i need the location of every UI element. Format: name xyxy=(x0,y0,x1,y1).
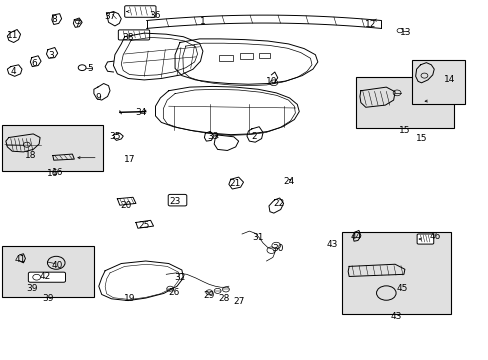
Text: 25: 25 xyxy=(138,220,150,230)
Text: 20: 20 xyxy=(120,201,132,210)
Bar xyxy=(259,53,269,58)
Text: 37: 37 xyxy=(104,12,116,21)
Text: 1: 1 xyxy=(200,17,205,26)
Text: 9: 9 xyxy=(95,93,101,102)
Text: 36: 36 xyxy=(149,10,161,19)
Text: 46: 46 xyxy=(428,233,440,241)
Text: 39: 39 xyxy=(42,294,54,303)
Text: 4: 4 xyxy=(11,68,17,77)
Text: 35: 35 xyxy=(109,132,121,140)
Bar xyxy=(2,246,94,297)
Bar xyxy=(2,125,102,171)
Text: 10: 10 xyxy=(265,77,277,85)
Text: 44: 44 xyxy=(349,233,361,241)
Text: 13: 13 xyxy=(399,28,411,37)
Text: 43: 43 xyxy=(326,240,338,248)
Text: 14: 14 xyxy=(443,75,455,84)
Text: 34: 34 xyxy=(135,108,146,117)
Text: 24: 24 xyxy=(282,177,294,186)
FancyBboxPatch shape xyxy=(168,194,186,206)
Text: 30: 30 xyxy=(271,244,283,253)
FancyBboxPatch shape xyxy=(416,234,433,244)
Text: 3: 3 xyxy=(48,51,54,60)
Text: 45: 45 xyxy=(395,284,407,293)
Bar xyxy=(355,77,453,128)
Text: 8: 8 xyxy=(51,15,57,24)
Text: 16: 16 xyxy=(52,167,63,176)
Text: 40: 40 xyxy=(52,261,63,270)
Text: 33: 33 xyxy=(206,132,218,141)
Text: 15: 15 xyxy=(415,134,427,143)
Text: 18: 18 xyxy=(24,151,36,160)
Text: 31: 31 xyxy=(252,233,264,242)
Text: 43: 43 xyxy=(389,311,401,320)
Text: 11: 11 xyxy=(6,31,18,40)
Text: 41: 41 xyxy=(15,256,26,264)
Text: 19: 19 xyxy=(123,294,135,303)
FancyBboxPatch shape xyxy=(28,272,65,282)
Text: 26: 26 xyxy=(167,288,179,297)
Text: 29: 29 xyxy=(203,292,215,300)
Text: 38: 38 xyxy=(122,33,134,42)
Text: 23: 23 xyxy=(169,197,181,206)
Text: 6: 6 xyxy=(31,58,37,68)
Text: 27: 27 xyxy=(232,297,244,306)
Bar xyxy=(239,53,253,59)
Bar xyxy=(342,232,450,314)
Text: 15: 15 xyxy=(398,126,410,135)
Text: 22: 22 xyxy=(272,199,284,208)
Text: 21: 21 xyxy=(228,179,240,188)
Bar xyxy=(219,55,232,61)
Bar xyxy=(411,60,464,104)
Text: 42: 42 xyxy=(39,272,51,281)
FancyBboxPatch shape xyxy=(124,6,156,17)
Text: 7: 7 xyxy=(74,20,80,29)
FancyBboxPatch shape xyxy=(118,30,149,40)
Text: 39: 39 xyxy=(26,284,38,293)
Text: 28: 28 xyxy=(218,294,229,302)
Text: 16: 16 xyxy=(47,169,59,178)
Text: 12: 12 xyxy=(364,20,376,29)
Text: 5: 5 xyxy=(87,64,93,73)
Text: 32: 32 xyxy=(174,274,185,282)
Text: 2: 2 xyxy=(251,132,257,141)
Text: 17: 17 xyxy=(123,154,135,163)
